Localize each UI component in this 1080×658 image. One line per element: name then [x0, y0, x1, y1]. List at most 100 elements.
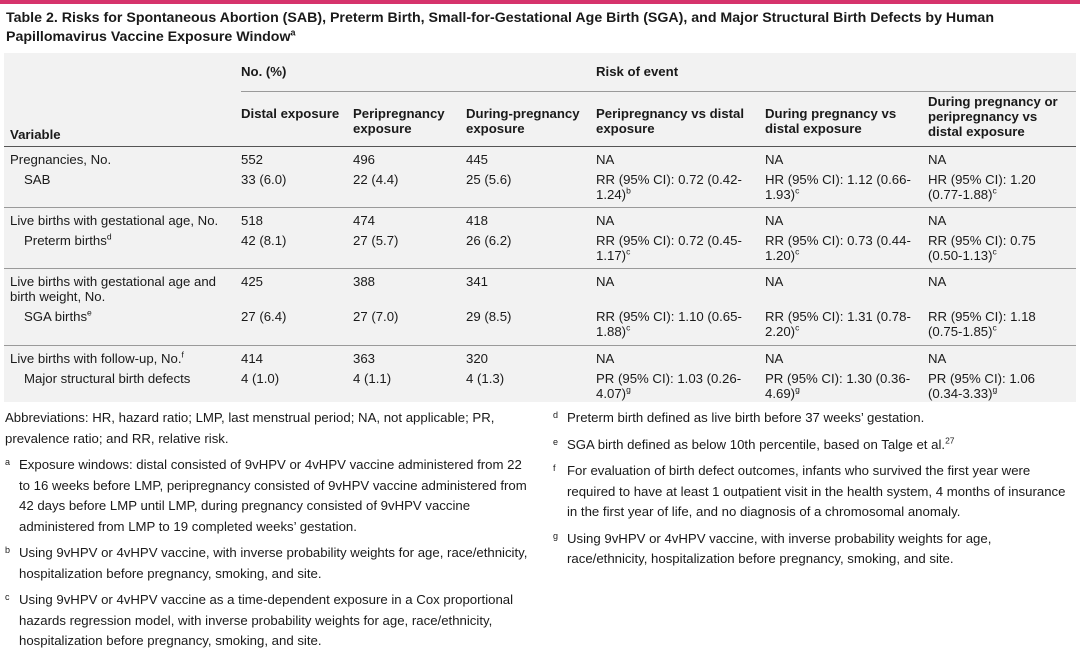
header-group-count: No. (%)	[241, 53, 596, 92]
footnote: e SGA birth defined as below 10th percent…	[553, 435, 1073, 456]
cell-peripregnancy: 22 (4.4)	[353, 171, 399, 187]
cell-during-vs-distal: HR (95% CI): 1.12 (0.66-1.93)c	[765, 171, 911, 202]
cell-distal: 425	[241, 267, 353, 304]
footnote-mark: d	[553, 410, 559, 420]
footnote-text: SGA birth defined as below 10th percenti…	[567, 435, 955, 452]
cell-during-vs-distal: NA	[765, 344, 928, 366]
cell-peri-vs-distal: NA	[596, 344, 765, 366]
header-group-risk: Risk of event	[596, 53, 1076, 92]
cell-during-vs-distal: NA	[765, 206, 928, 228]
table-row: Pregnancies, No. 552 496 445 NA NA NA	[4, 146, 1076, 167]
footnote-text: For evaluation of birth defect outcomes,…	[567, 463, 1066, 519]
cell-peripregnancy: 388	[353, 267, 466, 304]
footnote-mark: c	[5, 592, 10, 602]
header-variable-spacer	[4, 53, 241, 92]
header-during-pregnancy: During-pregnancy exposure	[466, 91, 596, 147]
footnote: g Using 9vHPV or 4vHPV vaccine, with inve…	[553, 529, 1073, 570]
table-row: Preterm birthsd 42 (8.1) 27 (5.7) 26 (6.2) R…	[4, 228, 1076, 269]
header-during-or-peri-vs-distal: During pregnancy or peripregnancy vs dis…	[928, 91, 1076, 147]
footnote-text: Using 9vHPV or 4vHPV vaccine, with inver…	[19, 545, 528, 581]
footnote: c Using 9vHPV or 4vHPV vaccine as a time-…	[5, 590, 535, 652]
footnote-mark: a	[5, 457, 11, 467]
cell-peri-vs-distal: NA	[596, 151, 615, 167]
footnote: a Exposure windows: distal consisted of 9…	[5, 455, 535, 537]
cell-variable: Preterm birthsd	[24, 231, 112, 248]
cell-during-pregnancy: 4 (1.3)	[466, 370, 505, 386]
cell-during-pregnancy: 341	[466, 267, 596, 304]
header-peripregnancy: Peripregnancy exposure	[353, 91, 466, 147]
table-row: Live births with gestational age, No. 518…	[4, 206, 1076, 228]
cell-peripregnancy: 496	[353, 151, 376, 167]
cell-distal: 42 (8.1)	[241, 232, 287, 248]
header-peri-vs-distal: Peripregnancy vs distal exposure	[596, 91, 765, 147]
cell-during-pregnancy: 445	[466, 151, 489, 167]
cell-distal: 27 (6.4)	[241, 308, 287, 324]
table-row: Live births with gestational age and bir…	[4, 267, 1076, 304]
cell-peri-vs-distal: NA	[596, 267, 765, 304]
data-table: No. (%) Risk of event Variable Distal ex…	[4, 53, 1076, 402]
cell-distal: 4 (1.0)	[241, 370, 280, 386]
cell-during-or-peri-vs-distal: NA	[928, 206, 1076, 228]
cell-variable: SAB	[24, 171, 51, 187]
table-row: SAB 33 (6.0) 22 (4.4) 25 (5.6) RR (95% CI): …	[4, 167, 1076, 208]
cell-peripregnancy: 4 (1.1)	[353, 370, 392, 386]
cell-variable: Pregnancies, No.	[10, 151, 112, 167]
cell-during-or-peri-vs-distal: NA	[928, 344, 1076, 366]
cell-peri-vs-distal: PR (95% CI): 1.03 (0.26-4.07)g	[596, 370, 742, 401]
cell-peri-vs-distal: NA	[596, 206, 765, 228]
header-distal: Distal exposure	[241, 91, 353, 147]
cell-during-or-peri-vs-distal: RR (95% CI): 0.75 (0.50-1.13)c	[928, 232, 1036, 263]
cell-peripregnancy: 27 (7.0)	[353, 308, 399, 324]
footnote-text: Using 9vHPV or 4vHPV vaccine, with inver…	[567, 530, 992, 567]
cell-peri-vs-distal: RR (95% CI): 0.72 (0.45-1.17)c	[596, 232, 742, 263]
cell-during-or-peri-vs-distal: RR (95% CI): 1.18 (0.75-1.85)c	[928, 308, 1036, 339]
footnote: b Using 9vHPV or 4vHPV vaccine, with inve…	[5, 543, 535, 584]
footnote-mark: e	[553, 436, 559, 447]
table-title: Table 2. Risks for Spontaneous Abortion …	[6, 10, 994, 45]
cell-peri-vs-distal: RR (95% CI): 1.10 (0.65-1.88)c	[596, 308, 742, 339]
cell-during-pregnancy: 29 (8.5)	[466, 308, 512, 324]
footnote: f For evaluation of birth defect outcomes…	[553, 461, 1073, 523]
footnote: Abbreviations: HR, hazard ratio; LMP, la…	[5, 408, 535, 449]
cell-peripregnancy: 363	[353, 344, 466, 366]
cell-variable: Live births with follow-up, No.f	[4, 344, 241, 366]
cell-distal: 552	[241, 151, 264, 167]
cell-during-or-peri-vs-distal: HR (95% CI): 1.20 (0.77-1.88)c	[928, 171, 1036, 202]
header-variable: Variable	[4, 91, 241, 147]
table-row: SGA birthse 27 (6.4) 27 (7.0) 29 (8.5) RR (9…	[4, 304, 1076, 346]
cell-during-or-peri-vs-distal: NA	[928, 267, 1076, 304]
table-row: Live births with follow-up, No.f 414 363 32…	[4, 344, 1076, 366]
cell-variable: Major structural birth defects	[24, 370, 191, 386]
cell-during-pregnancy: 418	[466, 206, 596, 228]
footnote-mark: b	[5, 545, 11, 555]
cell-during-pregnancy: 25 (5.6)	[466, 171, 512, 187]
footnote-text: Exposure windows: distal consisted of 9v…	[19, 457, 527, 534]
cell-distal: 414	[241, 344, 353, 366]
footnote-text: Preterm birth defined as live birth befo…	[567, 410, 925, 425]
footnotes-left: Abbreviations: HR, hazard ratio; LMP, la…	[5, 408, 535, 658]
cell-during-vs-distal: NA	[765, 267, 928, 304]
cell-during-vs-distal: PR (95% CI): 1.30 (0.36-4.69)g	[765, 370, 911, 401]
footnote-mark: g	[553, 530, 559, 541]
cell-variable: SGA birthse	[24, 307, 92, 324]
cell-distal: 33 (6.0)	[241, 171, 287, 187]
cell-variable: Live births with gestational age, No.	[4, 206, 241, 228]
accent-bar	[0, 0, 1080, 4]
cell-distal: 518	[241, 206, 353, 228]
footnote-mark: f	[553, 463, 556, 473]
cell-during-vs-distal: RR (95% CI): 0.73 (0.44-1.20)c	[765, 232, 911, 263]
header-during-vs-distal: During pregnancy vs distal exposure	[765, 91, 928, 147]
footnotes-right: d Preterm birth defined as live birth bef…	[553, 408, 1073, 576]
cell-during-vs-distal: RR (95% CI): 1.31 (0.78-2.20)c	[765, 308, 911, 339]
cell-peripregnancy: 474	[353, 206, 466, 228]
cell-during-or-peri-vs-distal: NA	[928, 151, 947, 167]
cell-peri-vs-distal: RR (95% CI): 0.72 (0.42-1.24)b	[596, 171, 742, 202]
table-row: Major structural birth defects 4 (1.0) 4 (…	[4, 366, 1076, 407]
cell-during-vs-distal: NA	[765, 151, 784, 167]
footnote: d Preterm birth defined as live birth bef…	[553, 408, 1073, 429]
cell-variable: Live births with gestational age and bir…	[4, 267, 241, 304]
cell-during-pregnancy: 26 (6.2)	[466, 232, 512, 248]
cell-peripregnancy: 27 (5.7)	[353, 232, 399, 248]
footnote-text: Using 9vHPV or 4vHPV vaccine as a time-d…	[19, 592, 514, 648]
cell-during-pregnancy: 320	[466, 344, 596, 366]
